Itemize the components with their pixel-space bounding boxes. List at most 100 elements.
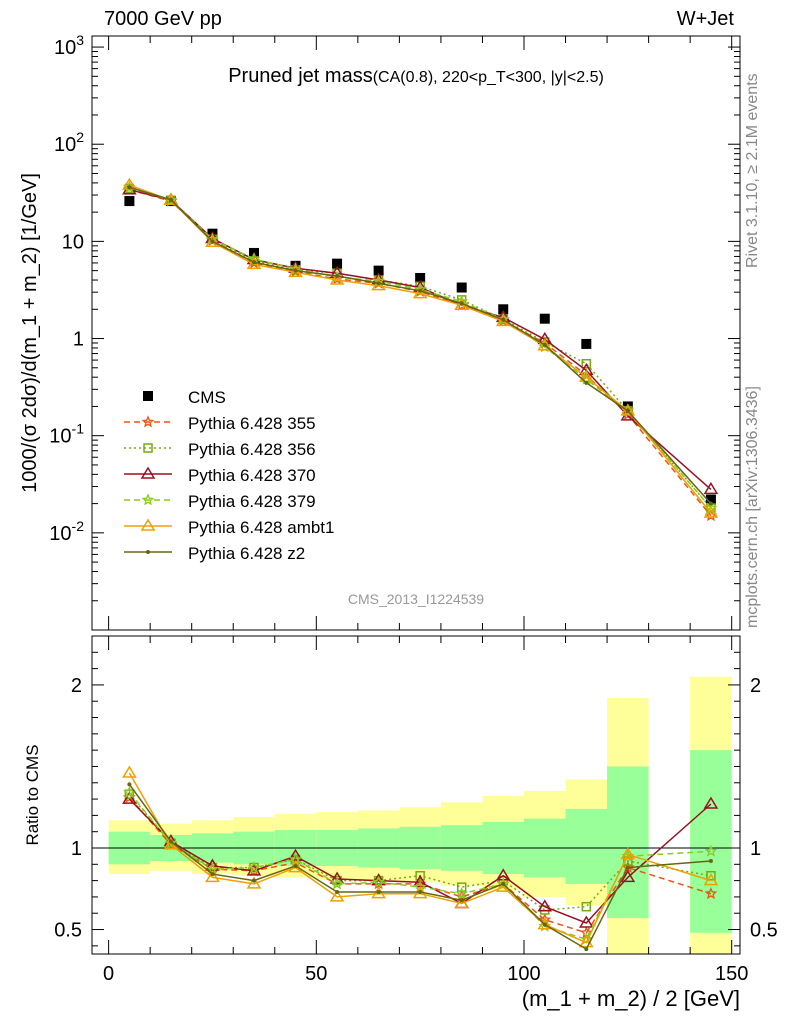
data-point <box>501 881 506 886</box>
main-series <box>122 177 719 522</box>
y-tick-label: 10 <box>62 231 84 253</box>
top-frame <box>91 35 741 631</box>
data-point <box>418 288 423 293</box>
data-point <box>703 505 719 518</box>
data-point <box>252 878 256 883</box>
legend-entry: CMS <box>143 388 226 407</box>
data-point <box>581 338 592 349</box>
ratio-y-axis-label: Ratio to CMS <box>23 744 42 845</box>
header-energy: 7000 GeV pp <box>104 8 222 30</box>
legend-label: Pythia 6.428 355 <box>188 414 316 433</box>
data-point <box>578 915 594 928</box>
series-pythia-6.428-ambt1 <box>122 177 719 518</box>
data-point <box>124 196 135 207</box>
series-line <box>129 187 712 509</box>
ratio-line <box>128 772 712 944</box>
series-pythia-6.428-z2 <box>127 185 713 506</box>
watermark: CMS_2013_I1224539 <box>348 591 484 607</box>
data-point <box>459 898 464 903</box>
ratio-bands <box>92 676 740 954</box>
chart-title: Pruned jet mass(CA(0.8), 220<p_T<300, |y… <box>228 65 604 87</box>
data-point <box>501 317 506 322</box>
data-point <box>703 873 719 886</box>
data-point <box>141 493 155 506</box>
data-point <box>584 947 589 952</box>
data-point <box>459 301 464 306</box>
data-point <box>542 342 547 347</box>
data-point <box>581 901 592 912</box>
data-point <box>625 408 630 413</box>
data-point <box>542 922 547 927</box>
data-point <box>127 782 132 787</box>
data-point <box>246 876 262 889</box>
data-point <box>456 282 467 293</box>
ratio-line <box>128 783 711 951</box>
data-point <box>415 272 426 283</box>
data-point <box>455 887 468 900</box>
series-line <box>129 186 712 509</box>
data-point <box>210 239 215 244</box>
data-point <box>620 869 636 883</box>
axes <box>91 35 741 955</box>
data-point <box>539 313 550 324</box>
data-point <box>704 844 718 857</box>
data-point <box>332 258 343 269</box>
ratio-band-inner <box>690 750 732 933</box>
data-point <box>127 185 132 190</box>
data-point <box>329 871 345 884</box>
y-tick-label: 10-1 <box>49 421 84 448</box>
data-point <box>122 791 137 804</box>
data-point <box>146 550 150 554</box>
data-point <box>415 870 425 881</box>
data-point <box>205 234 220 247</box>
data-point <box>371 278 386 291</box>
data-point <box>143 443 153 453</box>
ratio-series <box>122 765 719 952</box>
y-axis-label: 1000/(σ 2dσ)/d(m_1 + m_2) [1/GeV] <box>19 173 41 493</box>
legend-label: Pythia 6.428 z2 <box>188 544 305 563</box>
y-tick-label: 102 <box>54 129 84 156</box>
data-point <box>623 856 633 866</box>
data-point <box>418 890 423 895</box>
data-point <box>293 863 298 868</box>
legend-entry: Pythia 6.428 370 <box>124 466 316 485</box>
data-point <box>584 380 589 385</box>
data-point <box>454 895 470 909</box>
data-point <box>495 313 511 327</box>
ratio-line <box>128 796 712 934</box>
data-point <box>247 860 261 873</box>
data-point <box>706 870 716 881</box>
ratio-y-tick-label: 0.5 <box>54 920 82 942</box>
data-point <box>703 796 719 809</box>
ratio-y-tick-label: 2 <box>71 675 82 697</box>
x-tick-label: 150 <box>715 963 748 985</box>
x-axis-label: (m_1 + m_2) / 2 [GeV] <box>522 986 740 1011</box>
x-tick-label: 50 <box>305 963 327 985</box>
ratio-series-pythia-6.428-z2 <box>127 782 713 952</box>
data-point <box>335 890 340 895</box>
data-point <box>122 785 136 798</box>
data-point <box>168 839 173 844</box>
data-point <box>708 859 713 864</box>
data-point <box>496 877 510 890</box>
data-point <box>140 518 156 531</box>
data-point <box>621 860 635 873</box>
data-point <box>376 281 381 286</box>
header-process: W+Jet <box>676 8 734 30</box>
data-point <box>376 890 381 895</box>
ratio-y-tick-label-right: 1 <box>750 838 761 860</box>
series-line <box>129 188 712 490</box>
legend-label: Pythia 6.428 379 <box>188 492 316 511</box>
data-point <box>703 481 719 495</box>
data-point <box>537 338 553 351</box>
data-point <box>705 494 716 505</box>
ratio-y-tick-label: 1 <box>71 838 82 860</box>
ratio-series-pythia-6.428-370 <box>122 791 719 928</box>
data-point <box>330 877 344 890</box>
data-point <box>412 286 428 299</box>
data-point <box>210 872 215 877</box>
ratio-y-tick-label-right: 2 <box>750 675 761 697</box>
data-point <box>373 265 384 276</box>
ratio-frame <box>91 635 741 955</box>
legend-label: Pythia 6.428 ambt1 <box>188 518 334 537</box>
